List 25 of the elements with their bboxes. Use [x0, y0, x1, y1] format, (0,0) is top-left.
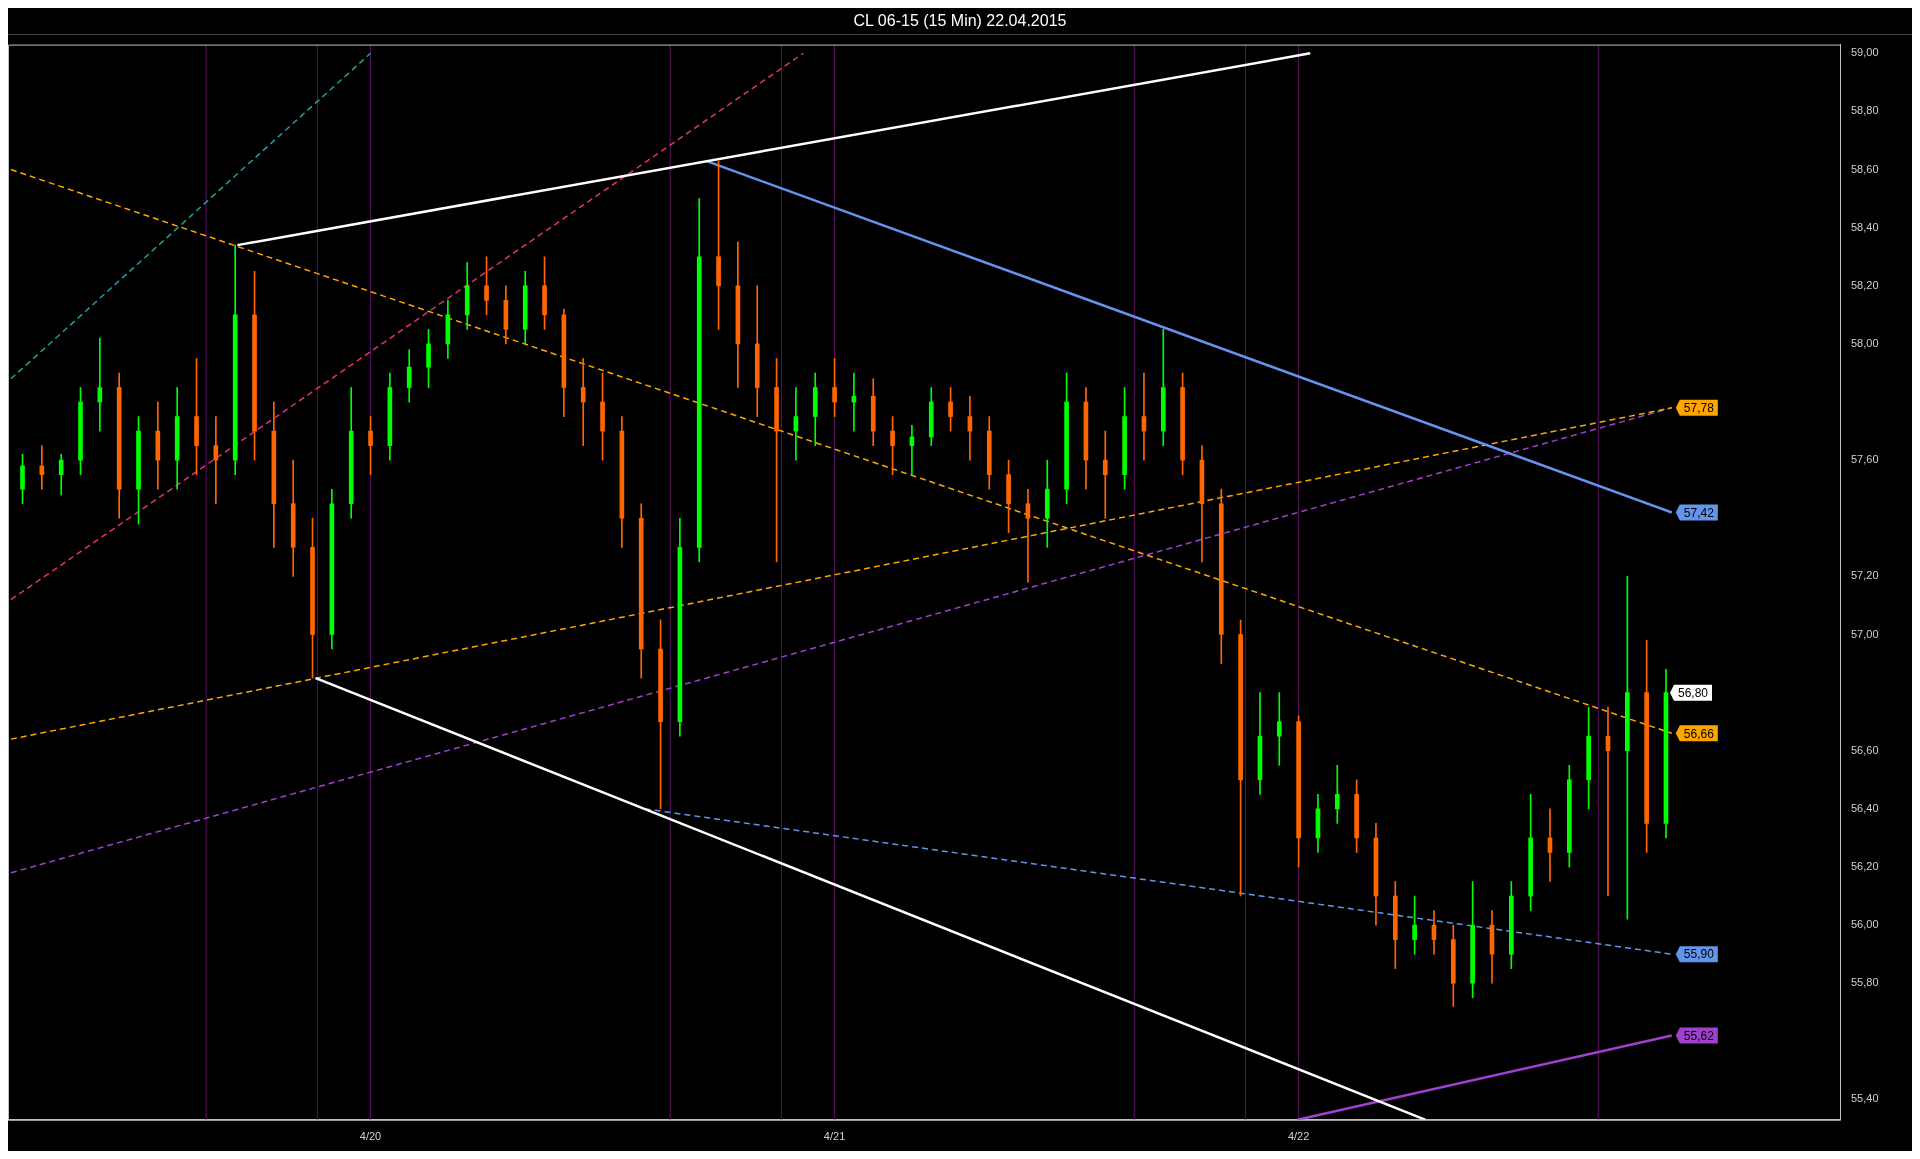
chart-title: CL 06-15 (15 Min) 22.04.2015 — [8, 8, 1912, 35]
annotation: 56,80 — [1677, 685, 1709, 700]
annotation: 55,90 — [1683, 947, 1715, 962]
annotation: 55,62 — [1683, 1028, 1715, 1043]
annotation: 56,66 — [1683, 726, 1715, 741]
y-tick-label: 58,80 — [1851, 104, 1879, 117]
x-tick-label: 4/20 — [359, 1130, 382, 1143]
y-tick-label: 58,20 — [1851, 278, 1879, 291]
y-tick-label: 58,00 — [1851, 336, 1879, 349]
y-tick-label: 56,60 — [1851, 743, 1879, 756]
y-tick-label: 57,00 — [1851, 627, 1879, 640]
x-tick-label: 4/22 — [1287, 1130, 1310, 1143]
y-tick-label: 57,60 — [1851, 453, 1879, 466]
annotation: 57,42 — [1683, 505, 1715, 520]
annotation: 57,78 — [1683, 401, 1715, 416]
y-tick-label: 55,40 — [1851, 1092, 1879, 1105]
y-tick-label: 56,40 — [1851, 801, 1879, 814]
y-tick-label: 59,00 — [1851, 46, 1879, 59]
y-tick-label: 56,20 — [1851, 860, 1879, 873]
y-tick-label: 57,20 — [1851, 569, 1879, 582]
y-tick-label: 58,40 — [1851, 220, 1879, 233]
x-tick-label: 4/21 — [823, 1130, 846, 1143]
y-tick-label: 55,80 — [1851, 976, 1879, 989]
y-tick-label: 56,00 — [1851, 918, 1879, 931]
y-tick-label: 58,60 — [1851, 162, 1879, 175]
